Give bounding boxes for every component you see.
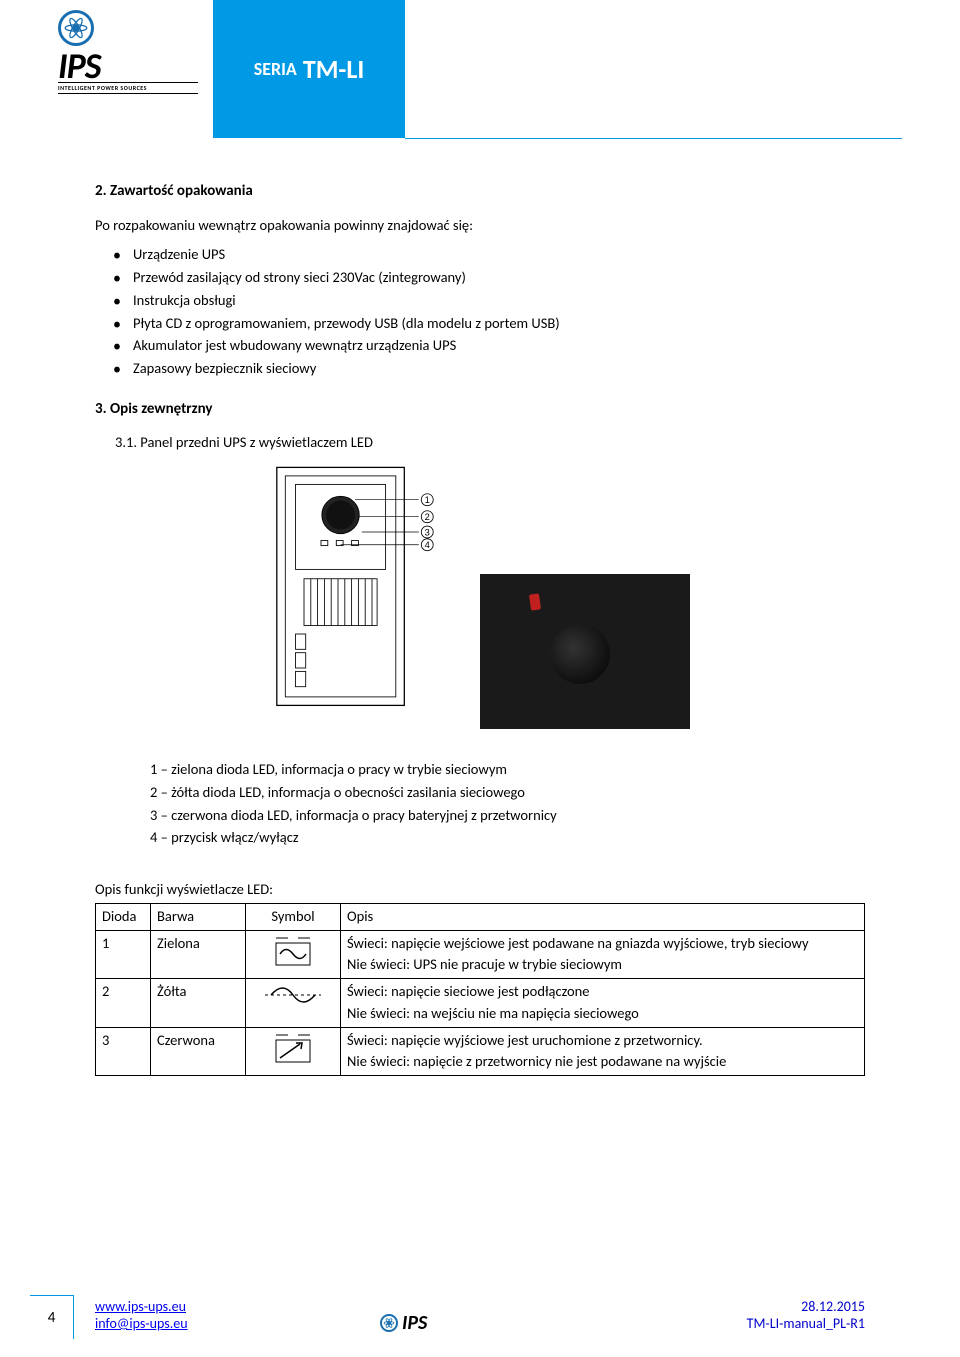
th-symbol: Symbol	[246, 903, 341, 930]
logo-star-icon	[58, 10, 94, 46]
legend-item: 2 – żółta dioda LED, informacja o obecno…	[150, 782, 865, 804]
svg-text:1: 1	[425, 495, 430, 505]
footer: 4 www.ips-ups.eu info@ips-ups.eu IPS 28.…	[0, 1277, 960, 1357]
footer-date: 28.12.2015	[801, 1298, 865, 1315]
cell-barwa: Czerwona	[151, 1027, 246, 1076]
footer-star-icon	[380, 1314, 398, 1332]
page-number: 4	[30, 1295, 74, 1339]
list-item: Urządzenie UPS	[133, 244, 865, 266]
cell-opis: Świeci: napięcie wyjściowe jest uruchomi…	[341, 1027, 865, 1076]
logo-text: IPS	[58, 50, 198, 82]
cell-opis: Świeci: napięcie wejściowe jest podawane…	[341, 930, 865, 979]
section2-intro: Po rozpakowaniu wewnątrz opakowania powi…	[95, 215, 865, 237]
footer-logo-text: IPS	[402, 1311, 427, 1335]
header-rule	[405, 138, 902, 139]
footer-email[interactable]: info@ips-ups.eu	[95, 1315, 188, 1332]
cell-dioda: 2	[96, 979, 151, 1028]
title-band: SERIA TM-LI	[213, 0, 405, 138]
title-small: SERIA	[254, 58, 297, 80]
footer-right: 28.12.2015 TM-LI-manual_PL-R1	[747, 1298, 865, 1332]
th-dioda: Dioda	[96, 903, 151, 930]
cell-barwa: Zielona	[151, 930, 246, 979]
th-opis: Opis	[341, 903, 865, 930]
legend-item: 4 – przycisk włącz/wyłącz	[150, 827, 865, 849]
ups-front-diagram: 1 2 3 4	[270, 464, 440, 717]
svg-text:3: 3	[425, 527, 430, 537]
content: 2. Zawartość opakowania Po rozpakowaniu …	[0, 140, 960, 1076]
section3-heading: 3. Opis zewnętrzny	[95, 398, 865, 421]
list-item: Zapasowy bezpiecznik sieciowy	[133, 358, 865, 380]
cell-dioda: 3	[96, 1027, 151, 1076]
section2-heading: 2. Zawartość opakowania	[95, 180, 865, 203]
led-table: Dioda Barwa Symbol Opis 1 Zielona Świeci…	[95, 903, 865, 1076]
list-item: Przewód zasilający od strony sieci 230Va…	[133, 267, 865, 289]
symbol-arrow-box-icon	[246, 1027, 341, 1076]
legend-item: 1 – zielona dioda LED, informacja o prac…	[150, 759, 865, 781]
symbol-sine-box-icon	[246, 930, 341, 979]
svg-text:4: 4	[425, 540, 430, 550]
footer-doc: TM-LI-manual_PL-R1	[747, 1315, 865, 1332]
th-barwa: Barwa	[151, 903, 246, 930]
section2-list: Urządzenie UPS Przewód zasilający od str…	[95, 244, 865, 380]
legend-item: 3 – czerwona dioda LED, informacja o pra…	[150, 805, 865, 827]
svg-text:2: 2	[425, 512, 430, 522]
table-row: 1 Zielona Świeci: napięcie wejściowe jes…	[96, 930, 865, 979]
footer-url[interactable]: www.ips-ups.eu	[95, 1298, 186, 1315]
cell-dioda: 1	[96, 930, 151, 979]
diagram-legend: 1 – zielona dioda LED, informacja o prac…	[95, 759, 865, 849]
header: IPS INTELLIGENT POWER SOURCES SERIA TM-L…	[0, 0, 960, 140]
cell-opis: Świeci: napięcie sieciowe jest podłączon…	[341, 979, 865, 1028]
list-item: Akumulator jest wbudowany wewnątrz urząd…	[133, 335, 865, 357]
footer-logo: IPS	[380, 1311, 427, 1335]
table-row: 2 Żółta Świeci: napięcie sieciowe jest p…	[96, 979, 865, 1028]
table-caption: Opis funkcji wyświetlacze LED:	[95, 879, 865, 901]
ups-front-photo	[480, 574, 690, 729]
diagram-row: 1 2 3 4	[95, 464, 865, 729]
list-item: Instrukcja obsługi	[133, 290, 865, 312]
section3-sub: 3.1. Panel przedni UPS z wyświetlaczem L…	[95, 432, 865, 454]
symbol-sine-dashed-icon	[246, 979, 341, 1028]
table-row: 3 Czerwona Świeci: napięcie wyjściowe je…	[96, 1027, 865, 1076]
logo: IPS INTELLIGENT POWER SOURCES	[58, 10, 198, 94]
list-item: Płyta CD z oprogramowaniem, przewody USB…	[133, 313, 865, 335]
logo-subtitle: INTELLIGENT POWER SOURCES	[58, 82, 198, 94]
footer-left: www.ips-ups.eu info@ips-ups.eu	[95, 1298, 188, 1332]
cell-barwa: Żółta	[151, 979, 246, 1028]
title-big: TM-LI	[303, 53, 364, 85]
